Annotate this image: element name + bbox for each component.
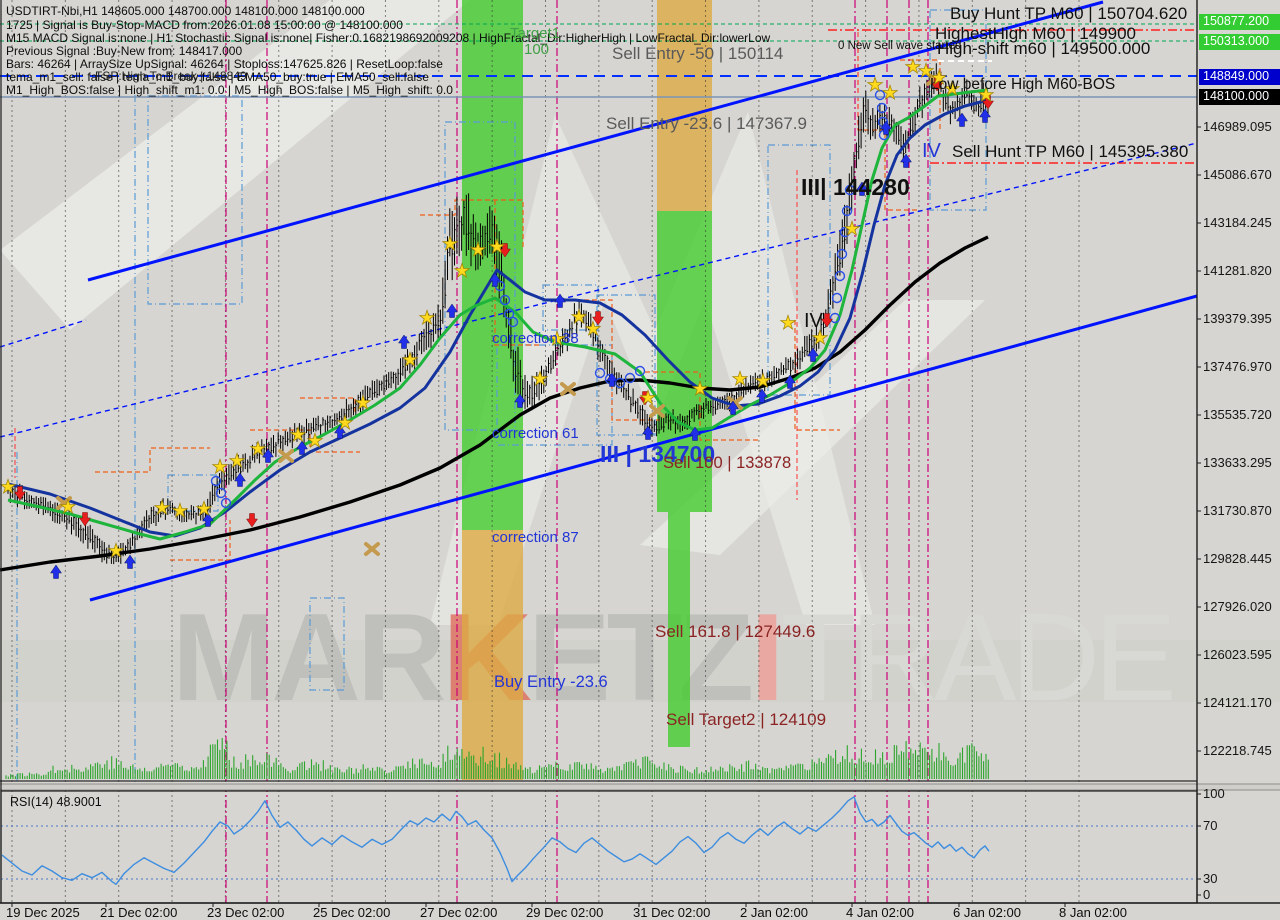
svg-text:★: ★	[469, 239, 486, 261]
svg-text:★: ★	[354, 392, 371, 414]
svg-text:★: ★	[691, 378, 708, 400]
svg-text:★: ★	[289, 424, 306, 446]
svg-text:★: ★	[943, 78, 960, 100]
svg-text:★: ★	[228, 450, 245, 472]
svg-text:★: ★	[881, 82, 898, 104]
svg-text:★: ★	[401, 349, 418, 371]
svg-text:★: ★	[336, 412, 353, 434]
svg-text:★: ★	[171, 500, 188, 522]
svg-text:★: ★	[639, 387, 656, 409]
svg-text:★: ★	[843, 218, 860, 240]
svg-text:★: ★	[811, 327, 828, 349]
svg-text:★: ★	[754, 370, 771, 392]
watermark-text-pink: I	[750, 589, 785, 727]
svg-text:★: ★	[866, 74, 883, 96]
watermark-text: ETZ	[527, 589, 754, 727]
svg-text:★: ★	[904, 56, 921, 78]
svg-text:★: ★	[306, 430, 323, 452]
svg-text:★: ★	[211, 456, 228, 478]
svg-text:★: ★	[153, 497, 170, 519]
svg-text:★: ★	[779, 312, 796, 334]
svg-text:★: ★	[107, 540, 124, 562]
svg-text:★: ★	[548, 328, 565, 350]
svg-text:★: ★	[531, 368, 548, 390]
svg-text:★: ★	[453, 260, 470, 282]
svg-text:★: ★	[195, 498, 212, 520]
svg-text:★: ★	[917, 60, 934, 82]
svg-text:★: ★	[488, 236, 505, 258]
svg-text:★: ★	[930, 67, 947, 89]
svg-text:★: ★	[584, 318, 601, 340]
svg-text:★: ★	[570, 306, 587, 328]
svg-text:★: ★	[249, 438, 266, 460]
svg-text:★: ★	[441, 233, 458, 255]
svg-text:★: ★	[59, 496, 76, 518]
svg-text:★: ★	[418, 307, 435, 329]
svg-text:★: ★	[977, 84, 994, 106]
svg-text:★: ★	[731, 368, 748, 390]
svg-text:★: ★	[0, 476, 17, 498]
watermark-text-light: TRADE	[780, 589, 1177, 727]
watermark-text: MAR	[172, 589, 446, 727]
